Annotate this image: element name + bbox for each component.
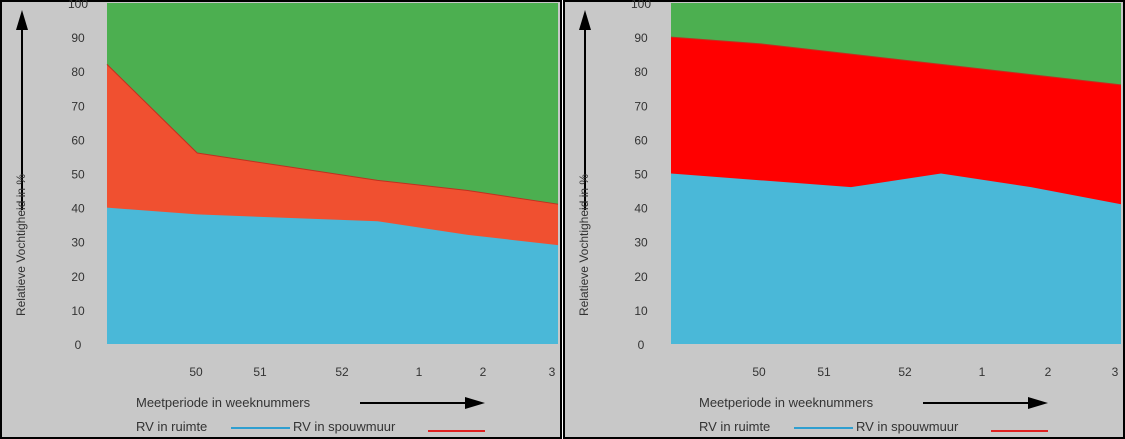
y-tick-label-50: 50: [71, 168, 85, 182]
chart-left: 0 10 20 30 40 50 60 70 80 90 100 50 51 52 1 2 3 Relatieve…: [0, 0, 562, 439]
x-tick-label-2: 2: [1045, 365, 1052, 379]
y-axis-title: Relatieve Vochtigheid in %: [14, 174, 28, 316]
x-tick-label-52: 52: [335, 365, 349, 379]
y-tick-label-80: 80: [71, 65, 85, 79]
y-tick-label-60: 60: [634, 133, 648, 147]
y-tick-label-50: 50: [634, 168, 648, 182]
y-tick-label-40: 40: [71, 202, 85, 216]
line-rv-spouwmuur: [670, 36, 1122, 86]
x-tick-label-51: 51: [253, 365, 267, 379]
legend-label-spouwmuur: RV in spouwmuur: [293, 419, 396, 434]
x-tick-label-1: 1: [416, 365, 423, 379]
x-tick-label-52: 52: [898, 365, 912, 379]
x-tick-label-3: 3: [549, 365, 556, 379]
y-tick-label-20: 20: [634, 270, 648, 284]
legend-label-ruimte: RV in ruimte: [699, 419, 770, 434]
line-rv-spouwmuur: [106, 64, 559, 205]
x-tick-label-51: 51: [817, 365, 831, 379]
legend-label-ruimte: RV in ruimte: [136, 419, 207, 434]
y-tick-label-0: 0: [638, 338, 645, 352]
panel-frame: [563, 0, 1125, 439]
y-tick-label-60: 60: [71, 133, 85, 147]
legend-label-spouwmuur: RV in spouwmuur: [856, 419, 959, 434]
x-tick-label-1: 1: [979, 365, 986, 379]
y-tick-label-100: 100: [68, 0, 88, 11]
y-tick-label-70: 70: [634, 99, 648, 113]
area-rv-ruimte: [671, 173, 1121, 344]
y-tick-label-70: 70: [71, 99, 85, 113]
y-tick-label-30: 30: [634, 236, 648, 250]
area-rv-ruimte: [107, 207, 558, 344]
x-tick-label-50: 50: [752, 365, 766, 379]
y-tick-label-40: 40: [634, 202, 648, 216]
y-axis-arrow-head: [16, 10, 28, 30]
y-tick-label-100: 100: [631, 0, 651, 11]
chart-right: 0 10 20 30 40 50 60 70 80 90 100 50 51 52 1 2 3 Relatieve…: [563, 0, 1125, 439]
y-tick-label-80: 80: [634, 65, 648, 79]
x-axis-title: Meetperiode in weeknummers: [136, 395, 311, 410]
x-axis-arrow-head: [1028, 397, 1048, 409]
x-axis-arrow-head: [465, 397, 485, 409]
y-tick-label-10: 10: [634, 304, 648, 318]
y-tick-label-0: 0: [75, 338, 82, 352]
x-axis-title: Meetperiode in weeknummers: [699, 395, 874, 410]
y-tick-label-90: 90: [634, 31, 648, 45]
y-tick-label-30: 30: [71, 236, 85, 250]
x-tick-label-50: 50: [189, 365, 203, 379]
panel-frame: [0, 0, 562, 439]
y-tick-label-90: 90: [71, 31, 85, 45]
y-tick-label-10: 10: [71, 304, 85, 318]
y-axis-title: Relatieve Vochtigheid in %: [577, 174, 591, 316]
x-tick-label-3: 3: [1112, 365, 1119, 379]
y-axis-arrow-head: [579, 10, 591, 30]
y-tick-label-20: 20: [71, 270, 85, 284]
x-tick-label-2: 2: [480, 365, 487, 379]
